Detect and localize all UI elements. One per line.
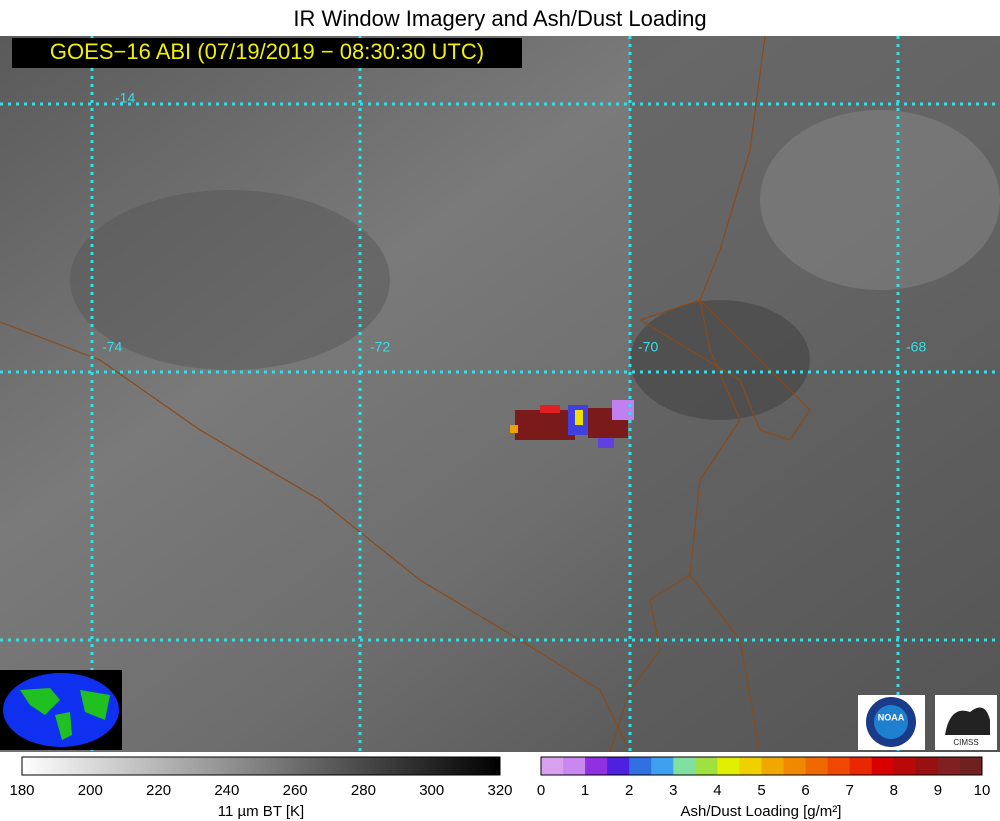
ash-colorbar-segment xyxy=(563,757,586,775)
ash-colorbar-segment xyxy=(959,757,983,775)
colorbar-tick-label: 7 xyxy=(846,782,854,799)
cimss-text: CIMSS xyxy=(953,738,978,747)
ash-pixel xyxy=(510,425,518,433)
colorbar-tick-label: 260 xyxy=(283,782,308,799)
ash-colorbar-label: Ash/Dust Loading [g/m²] xyxy=(681,803,842,820)
lake-titicaca xyxy=(630,300,810,420)
colorbar-tick-label: 320 xyxy=(487,782,512,799)
ash-colorbar-segment xyxy=(783,757,807,775)
colorbar-tick-label: 3 xyxy=(669,782,677,799)
border-line xyxy=(609,35,766,753)
colorbar-tick-label: 200 xyxy=(78,782,103,799)
terrain xyxy=(70,190,390,370)
cimss-logo: CIMSS xyxy=(935,695,997,750)
ash-colorbar: Ash/Dust Loading [g/m²] 0 1 2 3 4 5 6 7 8 9 10 xyxy=(537,756,991,820)
lon-label: -70 xyxy=(638,339,658,355)
ash-pixel xyxy=(540,405,560,413)
noaa-logo: NOAA xyxy=(858,695,925,750)
subtitle: GOES−16 ABI (07/19/2019 − 08:30:30 UTC) xyxy=(50,39,484,64)
ash-colorbar-segment xyxy=(541,757,564,775)
ash-colorbar-segment xyxy=(849,757,873,775)
logo-figure xyxy=(945,707,990,735)
ir-colorbar-label: 11 µm BT [K] xyxy=(218,803,304,820)
colorbar-tick-label: 8 xyxy=(890,782,898,799)
noaa-text: NOAA xyxy=(878,712,905,722)
colorbar-tick-label: 1 xyxy=(581,782,589,799)
ash-colorbar-segment xyxy=(937,757,961,775)
colorbar-tick-label: 280 xyxy=(351,782,376,799)
ash-colorbar-segment xyxy=(871,757,895,775)
ash-colorbar-segment xyxy=(585,757,608,775)
colorbar-tick-label: 180 xyxy=(9,782,34,799)
globe-inset xyxy=(0,670,122,750)
colorbar-tick-label: 0 xyxy=(537,782,545,799)
colorbar-tick-label: 4 xyxy=(713,782,721,799)
ash-pixel xyxy=(575,410,583,425)
ash-colorbar-frame xyxy=(540,756,983,776)
colorbar-tick-label: 300 xyxy=(419,782,444,799)
ash-colorbar-segment xyxy=(717,757,740,775)
coastline xyxy=(0,321,631,753)
ash-plume xyxy=(510,400,634,448)
ash-colorbar-segment xyxy=(827,757,851,775)
ash-pixel xyxy=(598,438,614,448)
ir-colorbar-fill xyxy=(21,756,501,776)
lon-label: -74 xyxy=(102,339,122,355)
lon-label: -68 xyxy=(906,339,926,355)
title: IR Window Imagery and Ash/Dust Loading xyxy=(293,6,706,31)
ash-colorbar-segment xyxy=(739,757,762,775)
ash-colorbar-segment xyxy=(629,757,652,775)
colorbar-tick-label: 6 xyxy=(801,782,809,799)
map: -14 -74 -72 -70 -68 xyxy=(0,35,1000,753)
ir-colorbar: 11 µm BT [K] 180 200 220 240 260 280 300 320 xyxy=(9,756,513,820)
colorbar-tick-label: 9 xyxy=(934,782,942,799)
ash-colorbar-segment xyxy=(695,757,718,775)
lon-label: -72 xyxy=(370,339,390,355)
colorbar-tick-label: 5 xyxy=(757,782,765,799)
globe-land xyxy=(20,688,110,740)
colorbar-tick-label: 220 xyxy=(146,782,171,799)
border-line-2 xyxy=(689,574,761,753)
ash-colorbar-segment xyxy=(893,757,917,775)
colorbar-tick-label: 240 xyxy=(214,782,239,799)
ash-colorbar-segment xyxy=(805,757,829,775)
colorbar-tick-label: 2 xyxy=(625,782,633,799)
ash-colorbar-segment xyxy=(915,757,939,775)
clouds xyxy=(760,110,1000,290)
ash-colorbar-segment xyxy=(607,757,630,775)
subtitle-box xyxy=(12,38,522,68)
colorbar-tick-label: 10 xyxy=(974,782,991,799)
ash-pixel xyxy=(612,400,634,420)
ash-colorbar-segment xyxy=(673,757,696,775)
ash-colorbar-segment xyxy=(761,757,785,775)
ash-colorbar-segment xyxy=(651,757,674,775)
logo-core xyxy=(874,705,908,739)
lat-label: -14 xyxy=(115,90,135,106)
lake-outline xyxy=(638,299,811,441)
ash-pixel xyxy=(515,410,575,440)
